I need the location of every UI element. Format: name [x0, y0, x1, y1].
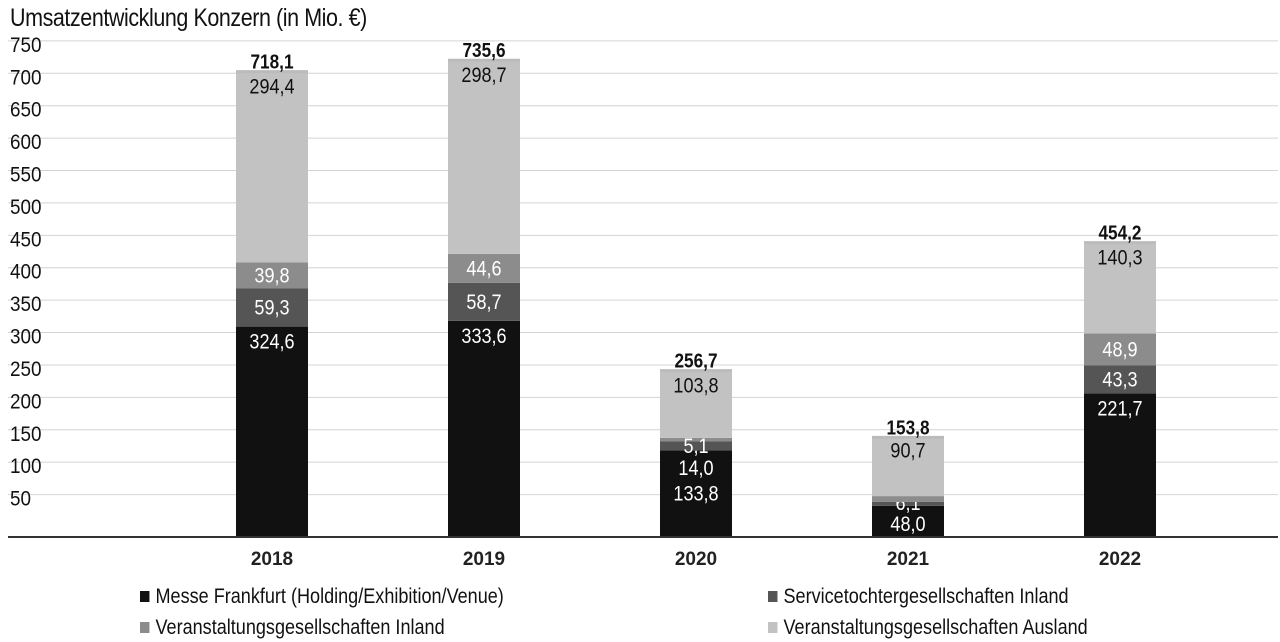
x-tick-label: 2018	[251, 549, 293, 570]
bar-segment	[872, 505, 944, 537]
legend-swatch	[768, 591, 778, 602]
y-tick-label: 600	[10, 131, 42, 154]
legend-item-servicetochtergesellschaften-inland: Servicetochtergesellschaften Inland	[768, 585, 1069, 609]
legend-item-veranstaltungsgesellschaften-inland: Veranstaltungsgesellschaften Inland	[140, 616, 445, 640]
data-label: 90,7	[890, 439, 925, 463]
legend-label: Veranstaltungsgesellschaften Ausland	[783, 616, 1088, 639]
legend-swatch	[140, 622, 150, 633]
legend-item-messe-frankfurt: Messe Frankfurt (Holding/Exhibition/Venu…	[140, 585, 504, 609]
data-label: 298,7	[461, 64, 506, 88]
data-label: 221,7	[1097, 397, 1142, 421]
legend-label: Servicetochtergesellschaften Inland	[783, 585, 1069, 608]
bar-segment	[448, 320, 520, 537]
y-tick-label: 700	[10, 66, 42, 89]
bar-segment	[1084, 333, 1156, 366]
bar-segment	[872, 501, 944, 506]
y-tick-label: 150	[10, 423, 42, 446]
data-label: 324,6	[249, 330, 294, 354]
bar-segment	[660, 370, 732, 438]
bar-segment	[448, 253, 520, 283]
data-label: 140,3	[1097, 246, 1142, 270]
bar-segment	[872, 437, 944, 497]
total-label: 718,1	[250, 50, 293, 73]
y-tick-label: 400	[10, 261, 42, 284]
bar-segment	[448, 60, 520, 254]
data-label: 103,8	[673, 374, 718, 398]
y-tick-label: 50	[10, 488, 31, 511]
y-tick-label: 100	[10, 455, 42, 478]
y-tick-label: 450	[10, 228, 42, 251]
data-label: 59,3	[254, 296, 289, 320]
bar-segment	[660, 441, 732, 451]
legend-swatch	[768, 622, 778, 633]
legend-label: Veranstaltungsgesellschaften Inland	[155, 616, 445, 639]
y-tick-label: 750	[10, 34, 42, 57]
total-label: 454,2	[1098, 221, 1141, 244]
x-tick-label: 2020	[675, 549, 717, 570]
legend-swatch	[140, 591, 150, 602]
data-label: 14,0	[678, 457, 713, 481]
y-tick-label: 550	[10, 164, 42, 187]
bar-segment	[448, 282, 520, 321]
data-label: 133,8	[673, 482, 718, 506]
total-label: 256,7	[674, 349, 717, 372]
legend-item-veranstaltungsgesellschaften-ausland: Veranstaltungsgesellschaften Ausland	[768, 616, 1088, 640]
bar-segment	[660, 437, 732, 442]
x-tick-label: 2022	[1099, 549, 1141, 570]
bar-segment	[236, 288, 308, 327]
bar-segment	[660, 450, 732, 537]
y-tick-label: 250	[10, 358, 42, 381]
total-label: 735,6	[462, 39, 505, 62]
bar-segment	[1084, 242, 1156, 334]
legend-label: Messe Frankfurt (Holding/Exhibition/Venu…	[155, 585, 504, 608]
y-tick-label: 300	[10, 326, 42, 349]
y-tick-label: 200	[10, 391, 42, 414]
data-label: 294,4	[249, 75, 294, 99]
data-label: 333,6	[461, 325, 506, 349]
y-tick-label: 500	[10, 196, 42, 219]
bar-segment	[1084, 365, 1156, 394]
x-tick-label: 2021	[887, 549, 930, 570]
total-label: 153,8	[886, 416, 929, 439]
bar-segment	[236, 71, 308, 263]
y-tick-label: 650	[10, 99, 42, 122]
bar-segment	[1084, 393, 1156, 537]
bar-segment	[236, 262, 308, 289]
data-label: 39,8	[254, 264, 289, 288]
chart-title: Umsatzentwicklung Konzern (in Mio. €)	[10, 4, 367, 32]
y-tick-label: 350	[10, 293, 42, 316]
x-tick-label: 2019	[463, 549, 505, 570]
data-label: 5,1	[683, 435, 708, 459]
data-label: 58,7	[466, 291, 501, 315]
data-label: 48,0	[890, 513, 925, 537]
data-label: 48,9	[1102, 338, 1137, 362]
data-label: 44,6	[466, 257, 501, 281]
data-label: 43,3	[1102, 368, 1137, 392]
bar-segment	[236, 326, 308, 537]
bar-segment	[872, 496, 944, 502]
